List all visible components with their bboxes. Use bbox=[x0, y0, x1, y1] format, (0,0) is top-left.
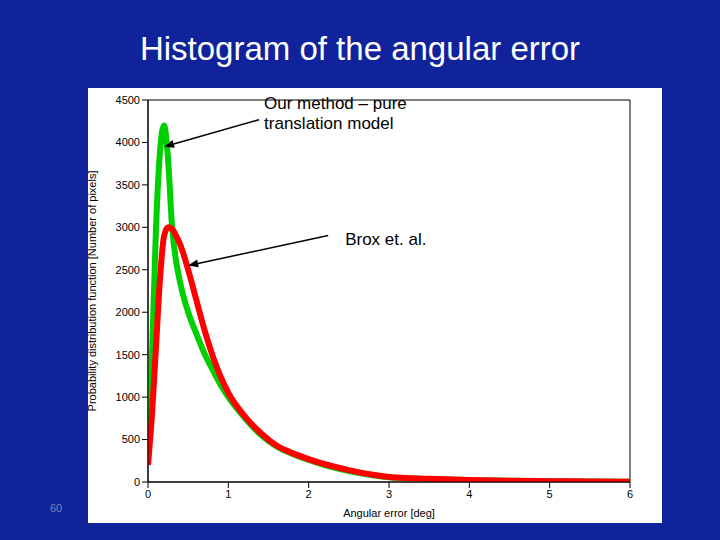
svg-text:2000: 2000 bbox=[116, 306, 140, 318]
svg-text:0: 0 bbox=[134, 476, 140, 488]
svg-text:Our method – puretranslation m: Our method – puretranslation model bbox=[264, 94, 407, 133]
svg-text:1500: 1500 bbox=[116, 349, 140, 361]
svg-text:Angular error [deg]: Angular error [deg] bbox=[343, 507, 435, 519]
html-text:60: 60 bbox=[50, 502, 63, 514]
svg-text:1: 1 bbox=[225, 488, 231, 500]
svg-text:3000: 3000 bbox=[116, 221, 140, 233]
svg-text:2: 2 bbox=[306, 488, 312, 500]
html-text:Histogram of the angular error: Histogram of the angular error bbox=[139, 30, 581, 67]
svg-text:4: 4 bbox=[466, 488, 472, 500]
svg-text:0: 0 bbox=[145, 488, 151, 500]
svg-text:500: 500 bbox=[122, 433, 140, 445]
svg-text:Probability distribution funct: Probability distribution function [Numbe… bbox=[88, 171, 98, 412]
svg-text:3: 3 bbox=[386, 488, 392, 500]
svg-text:4500: 4500 bbox=[116, 94, 140, 106]
svg-text:6: 6 bbox=[627, 488, 633, 500]
svg-text:5: 5 bbox=[547, 488, 553, 500]
svg-text:1000: 1000 bbox=[116, 391, 140, 403]
svg-text:3500: 3500 bbox=[116, 179, 140, 191]
svg-text:Brox et. al.: Brox et. al. bbox=[345, 230, 426, 249]
svg-text:2500: 2500 bbox=[116, 264, 140, 276]
svg-text:4000: 4000 bbox=[116, 136, 140, 148]
